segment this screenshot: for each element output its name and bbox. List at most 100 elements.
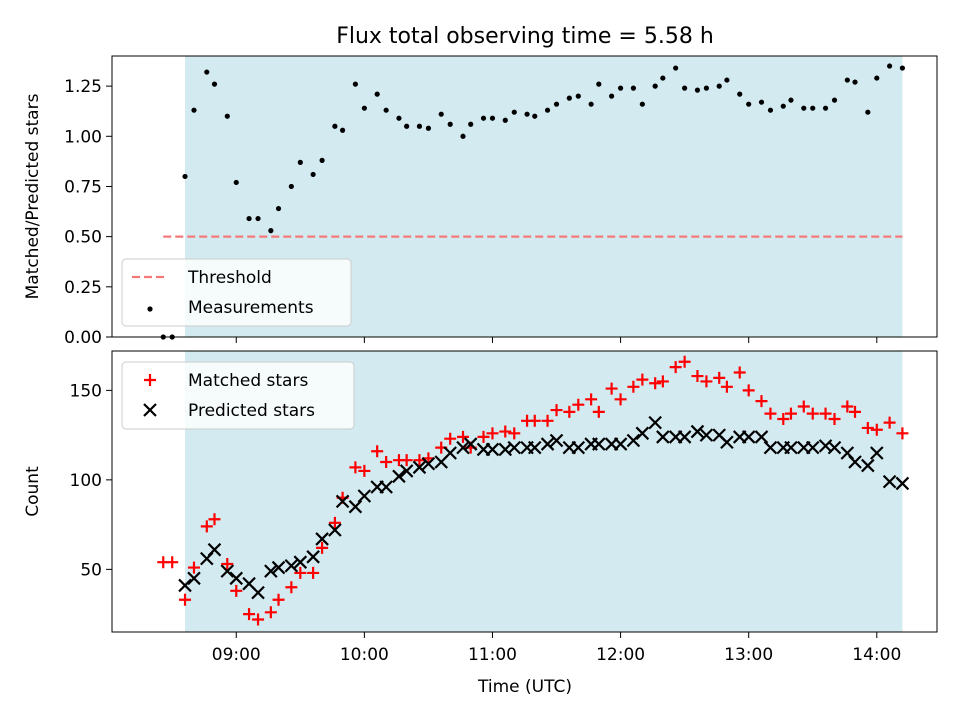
x-tick-label: 12:00 — [596, 645, 645, 665]
measurement-point — [438, 111, 444, 117]
measurement-point — [339, 127, 346, 133]
measurement-point — [169, 334, 175, 340]
matched-star-point — [849, 405, 862, 418]
predicted-star-point — [848, 455, 862, 469]
top-y-tick-label: 1.25 — [64, 77, 102, 97]
matched-star-point — [678, 355, 691, 368]
measurement-point — [524, 111, 530, 117]
predicted-star-point — [741, 430, 756, 444]
matched-star-point — [742, 384, 755, 397]
measurement-point — [374, 91, 380, 97]
measurement-point — [211, 81, 218, 87]
predicted-star-point — [754, 430, 769, 444]
matched-star-point — [806, 407, 819, 420]
matched-star-point — [477, 430, 490, 443]
predicted-star-point — [677, 430, 692, 444]
top-y-tick-label: 0.25 — [64, 278, 102, 298]
matched-star-point — [764, 407, 777, 420]
predicted-star-point — [882, 474, 897, 489]
measurement-point — [191, 107, 197, 113]
predicted-star-point — [648, 415, 662, 430]
matched-star-point — [272, 593, 285, 606]
matched-star-point — [486, 427, 499, 440]
measurement-point — [268, 228, 274, 234]
predicted-star-point — [335, 494, 350, 509]
bottom-y-tick-label: 100 — [70, 471, 102, 491]
bottom-y-axis-label: Count — [23, 466, 43, 517]
matched-star-point — [200, 520, 213, 533]
measurement-point — [758, 99, 765, 105]
matched-star-point — [585, 393, 598, 406]
measurement-point — [575, 93, 581, 99]
top-panel: 0.00 0.25 0.50 0.75 1.00 1.25 Matched/Predicte… — [23, 55, 938, 348]
predicted-star-point — [328, 523, 342, 537]
x-tick-label: 13:00 — [724, 645, 773, 665]
measurement-point — [383, 107, 389, 113]
measurement-point — [480, 115, 487, 121]
matched-star-point — [166, 556, 179, 569]
predicted-star-point — [178, 578, 192, 593]
legend-label: Matched stars — [188, 371, 308, 391]
matched-star-point — [700, 375, 713, 388]
matched-star-point — [605, 382, 618, 395]
predicted-star-point — [392, 469, 406, 484]
matched-star-point — [828, 413, 841, 426]
predicted-star-point — [827, 440, 842, 455]
matched-star-point — [358, 464, 371, 477]
measurement-point — [532, 113, 538, 119]
bottom-frame — [111, 350, 938, 633]
predicted-star-point — [895, 476, 910, 491]
measurement-point — [489, 115, 496, 121]
matched-star-point — [713, 371, 726, 384]
measurement-point — [660, 75, 666, 81]
matched-star-point — [550, 404, 563, 417]
measurement-point — [716, 83, 722, 89]
legend-box — [121, 258, 352, 327]
legend-measurement-marker — [147, 306, 153, 312]
predicted-star-point — [527, 440, 542, 455]
measurement-point — [233, 179, 239, 186]
predicted-star-point — [463, 437, 478, 451]
predicted-star-point — [399, 464, 414, 478]
legend-label: Measurements — [188, 298, 314, 318]
measurement-point — [780, 103, 786, 109]
predicted-star-point — [784, 440, 798, 455]
x-tick-label: 11:00 — [468, 645, 517, 665]
predicted-star-point — [412, 460, 427, 475]
matched-star-point — [230, 584, 243, 597]
x-tick-label: 09:00 — [212, 645, 261, 665]
bottom-y-tick-label: 50 — [80, 560, 102, 580]
matched-star-point — [777, 413, 790, 426]
matched-star-point — [243, 608, 256, 621]
x-axis-label: Time (UTC) — [477, 677, 572, 697]
measurement-point — [737, 91, 743, 97]
matched-star-point — [328, 516, 341, 529]
matched-star-point — [316, 541, 329, 554]
measurement-point — [874, 75, 880, 81]
top-y-tick-label: 1.00 — [64, 127, 102, 147]
measurement-point — [588, 101, 594, 107]
measurement-point — [673, 65, 679, 71]
predicted-star-point — [357, 489, 372, 503]
measurement-point — [630, 85, 636, 91]
predicted-star-point — [485, 442, 500, 457]
measurement-point — [831, 97, 838, 103]
predicted-star-point — [635, 426, 650, 441]
measurement-point — [899, 65, 906, 71]
measurement-point — [544, 107, 551, 113]
matched-star-point — [649, 377, 662, 390]
measurement-point — [746, 101, 752, 107]
measurement-point — [801, 105, 807, 111]
matched-star-point — [819, 407, 832, 420]
measurement-point — [652, 83, 658, 89]
predicted-star-point — [861, 458, 875, 473]
measurement-point — [425, 125, 432, 131]
chart-title: Flux total observing time = 5.58 h — [336, 24, 714, 49]
matched-star-point — [444, 432, 457, 445]
measurement-point — [332, 123, 338, 129]
matched-star-point — [208, 513, 221, 526]
matched-star-point — [797, 400, 810, 413]
measurement-point — [566, 95, 572, 101]
matched-star-point — [784, 407, 797, 420]
predicted-star-point — [284, 558, 299, 573]
